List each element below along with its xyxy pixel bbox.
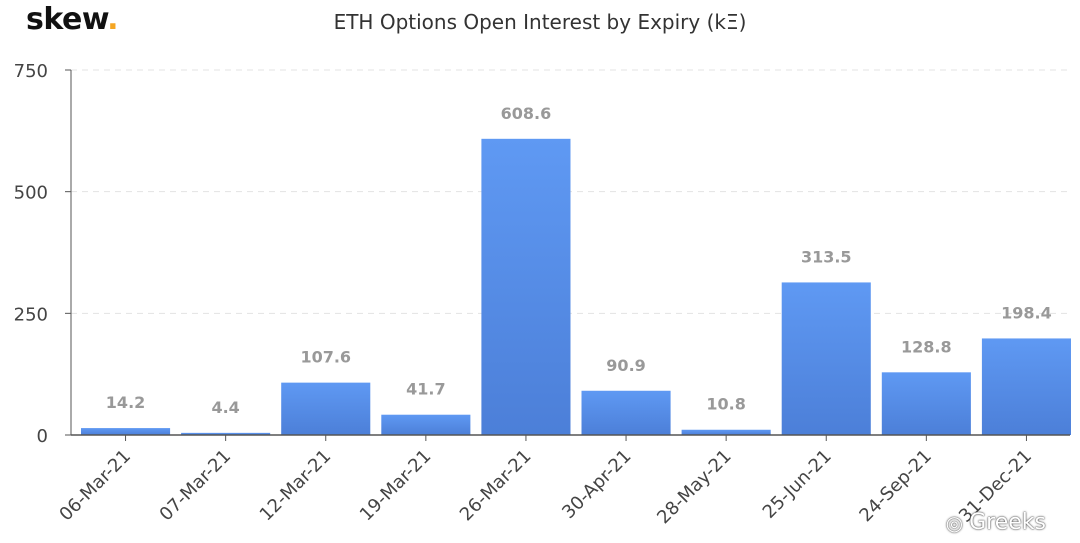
data-label: 41.7 — [406, 380, 445, 399]
watermark-text: Greeks — [969, 510, 1046, 535]
y-tick-label: 250 — [14, 304, 48, 325]
x-tick-label: 12-Mar-21 — [256, 446, 336, 526]
bar-24-sep-21 — [881, 372, 971, 435]
bar-25-jun-21 — [781, 282, 871, 435]
data-label: 128.8 — [901, 337, 952, 356]
data-label: 4.4 — [211, 398, 239, 417]
data-label: 107.6 — [300, 348, 351, 367]
x-tick-label: 25-Jun-21 — [759, 446, 836, 523]
x-tick-label: 19-Mar-21 — [356, 446, 436, 526]
bar-26-mar-21 — [481, 138, 571, 435]
skew-logo: skew. — [26, 2, 119, 37]
bar-06-mar-21 — [81, 428, 171, 435]
bar-07-mar-21 — [181, 432, 271, 435]
x-tick-label: 24-Sep-21 — [855, 446, 935, 526]
bar-28-may-21 — [681, 429, 771, 435]
logo-text: skew — [26, 2, 108, 37]
data-label: 14.2 — [106, 393, 145, 412]
chart-title: ETH Options Open Interest by Expiry (kΞ) — [333, 10, 747, 34]
y-tick-label: 0 — [37, 426, 48, 447]
x-tick-label: 07-Mar-21 — [156, 446, 236, 526]
y-tick-label: 500 — [14, 183, 48, 204]
data-label: 313.5 — [801, 247, 852, 266]
x-tick-label: 26-Mar-21 — [456, 446, 536, 526]
x-tick-label: 30-Apr-21 — [558, 446, 635, 523]
data-label: 198.4 — [1001, 303, 1052, 322]
bar-31-dec-21 — [981, 338, 1071, 435]
data-label: 90.9 — [606, 356, 645, 375]
data-label: 608.6 — [501, 104, 552, 123]
wechat-icon: ◎ — [945, 510, 964, 535]
y-tick-label: 750 — [14, 61, 48, 82]
logo-dot: . — [107, 2, 119, 37]
bar-12-mar-21 — [281, 382, 371, 435]
x-tick-label: 06-Mar-21 — [55, 446, 135, 526]
data-label: 10.8 — [706, 395, 745, 414]
watermark: ◎ Greeks — [946, 510, 1046, 535]
x-tick-label: 28-May-21 — [653, 446, 736, 529]
bar-30-apr-21 — [581, 390, 671, 435]
bar-19-mar-21 — [381, 414, 471, 435]
